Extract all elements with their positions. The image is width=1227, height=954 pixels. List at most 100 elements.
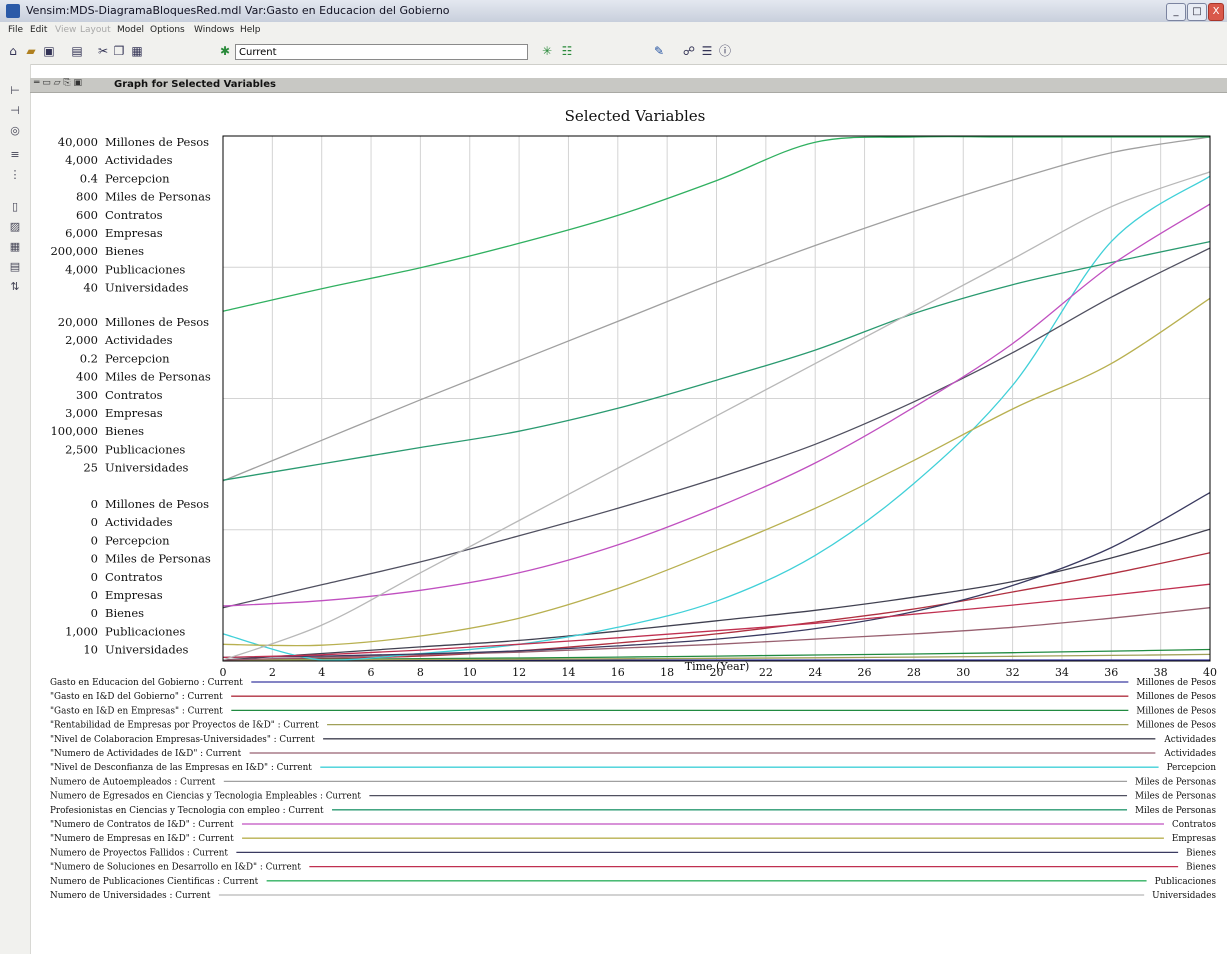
print-icon[interactable]: ▤ (71, 44, 83, 58)
selected-variables-chart: Selected Variables 40,000 Millones de Pes… (50, 107, 1217, 901)
menu-edit[interactable]: Edit (30, 25, 48, 35)
legend-series-name: Numero de Egresados en Ciencias y Tecnol… (50, 792, 361, 802)
maximize-button[interactable]: □ (1187, 3, 1207, 21)
save-icon[interactable]: ▣ (43, 44, 55, 58)
copy-icon[interactable]: ❐ (113, 44, 125, 58)
y-tick-value: 0 (91, 606, 98, 620)
cut-icon[interactable]: ✂ (97, 44, 109, 58)
menu-file[interactable]: File (8, 25, 24, 35)
tools-icon[interactable]: ✎ (653, 44, 665, 58)
plot-frame (222, 135, 1211, 662)
legend-series-unit: Publicaciones (1155, 877, 1217, 887)
x-tick-label: 6 (368, 666, 375, 679)
y-tick-unit: Contratos (105, 570, 163, 584)
window-title-bar: Vensim:MDS-DiagramaBloquesRed.mdl Var:Ga… (0, 0, 1227, 23)
menu-help[interactable]: Help (240, 25, 261, 35)
series-line-8 (222, 136, 1211, 482)
legend-series-name: Numero de Publicaciones Cientificas : Cu… (50, 877, 259, 887)
menu-view: View (55, 25, 77, 35)
y-tick-unit: Universidades (105, 281, 189, 295)
x-tick-label: 0 (220, 666, 227, 679)
legend-series-unit: Contratos (1172, 820, 1217, 830)
info-icon[interactable]: ⓘ (718, 44, 731, 58)
y-tick-value: 0 (91, 497, 98, 511)
legend-series-unit: Bienes (1186, 848, 1216, 858)
legend-series-unit: Millones de Pesos (1136, 721, 1216, 731)
series-line-12 (222, 297, 1211, 647)
uses-tree-icon[interactable]: ⊣ (10, 104, 20, 117)
y-tick-unit: Millones de Pesos (105, 135, 209, 149)
document-icon[interactable]: ≡ (10, 148, 20, 161)
sensitivity-icon[interactable]: ☷ (561, 44, 573, 58)
legend-series-name: Numero de Autoempleados : Current (50, 777, 216, 787)
legend-series-name: "Numero de Actividades de I&D" : Current (50, 749, 242, 759)
y-tick-value: 0 (91, 570, 98, 584)
table-icon[interactable]: ▦ (9, 240, 21, 253)
simulate-icon[interactable]: ✳ (541, 44, 553, 58)
paste-icon[interactable]: ▦ (131, 44, 143, 58)
legend-series-unit: Universidades (1152, 891, 1216, 901)
y-tick-value: 0 (91, 588, 98, 602)
legend-series-unit: Miles de Personas (1135, 792, 1216, 802)
y-tick-value: 600 (76, 208, 98, 222)
y-tick-value: 10 (83, 643, 98, 657)
x-axis-label: Time (Year) (685, 660, 750, 673)
y-tick-unit: Publicaciones (105, 262, 185, 276)
y-tick-value: 0.4 (80, 171, 98, 185)
legend-series-name: "Nivel de Colaboracion Empresas-Universi… (50, 735, 315, 745)
x-tick-label: 24 (808, 666, 822, 679)
series-line-10 (222, 240, 1211, 481)
vensim-app-icon (6, 4, 20, 18)
causes-tree-icon[interactable]: ⊢ (10, 84, 20, 97)
legend-series-unit: Bienes (1186, 863, 1216, 873)
y-tick-unit: Millones de Pesos (105, 497, 209, 511)
x-tick-label: 18 (660, 666, 674, 679)
legend-series-unit: Percepcion (1167, 763, 1217, 773)
loops-icon[interactable]: ◎ (10, 124, 20, 137)
x-tick-label: 12 (512, 666, 526, 679)
x-tick-label: 4 (318, 666, 325, 679)
x-tick-label: 36 (1104, 666, 1118, 679)
y-tick-unit: Percepcion (105, 533, 170, 547)
y-tick-unit: Percepcion (105, 351, 170, 365)
y-tick-unit: Millones de Pesos (105, 315, 209, 329)
minimize-button[interactable]: _ (1166, 3, 1186, 21)
x-tick-label: 32 (1006, 666, 1020, 679)
close-button[interactable]: X (1208, 3, 1224, 21)
y-tick-value: 0 (91, 552, 98, 566)
y-tick-value: 100,000 (50, 424, 98, 438)
menu-windows[interactable]: Windows (194, 25, 235, 35)
y-tick-unit: Bienes (105, 606, 144, 620)
y-tick-value: 2,000 (65, 333, 98, 347)
y-tick-unit: Miles de Personas (105, 190, 211, 204)
y-tick-unit: Miles de Personas (105, 370, 211, 384)
run-name-input[interactable]: Current (235, 44, 528, 60)
stats-icon[interactable]: ☰ (701, 44, 713, 58)
legend-series-name: Numero de Proyectos Fallidos : Current (50, 848, 228, 858)
x-tick-label: 2 (269, 666, 276, 679)
y-tick-unit: Publicaciones (105, 624, 185, 638)
series-line-2 (222, 552, 1211, 661)
x-tick-label: 16 (611, 666, 625, 679)
x-tick-label: 26 (858, 666, 872, 679)
menu-options[interactable]: Options (150, 25, 185, 35)
strip-graph-icon[interactable]: ▨ (9, 220, 21, 233)
x-tick-label: 30 (956, 666, 970, 679)
graph-icon[interactable]: ▯ (11, 200, 19, 213)
series-line-3 (222, 648, 1211, 661)
series-line-6 (222, 607, 1211, 661)
menu-model[interactable]: Model (117, 25, 145, 35)
new-file-icon[interactable]: ⌂ (9, 44, 17, 58)
causes-strip-icon[interactable]: ⋮ (9, 168, 21, 181)
panel-tool-icons[interactable]: ═ ▭ ▱ ⎘ ▣ (34, 78, 82, 88)
run-icon[interactable]: ✱ (219, 44, 231, 58)
network-icon[interactable]: ☍ (682, 44, 696, 58)
y-tick-value: 40,000 (58, 135, 98, 149)
open-folder-icon[interactable]: ▰ (26, 44, 36, 58)
table-time-down-icon[interactable]: ▤ (9, 260, 21, 273)
y-tick-value: 20,000 (58, 315, 98, 329)
x-tick-label: 20 (710, 666, 724, 679)
legend-series-name: "Gasto en I&D en Empresas" : Current (50, 706, 223, 716)
y-tick-value: 40 (83, 281, 98, 295)
runs-compare-icon[interactable]: ⇅ (10, 280, 20, 293)
